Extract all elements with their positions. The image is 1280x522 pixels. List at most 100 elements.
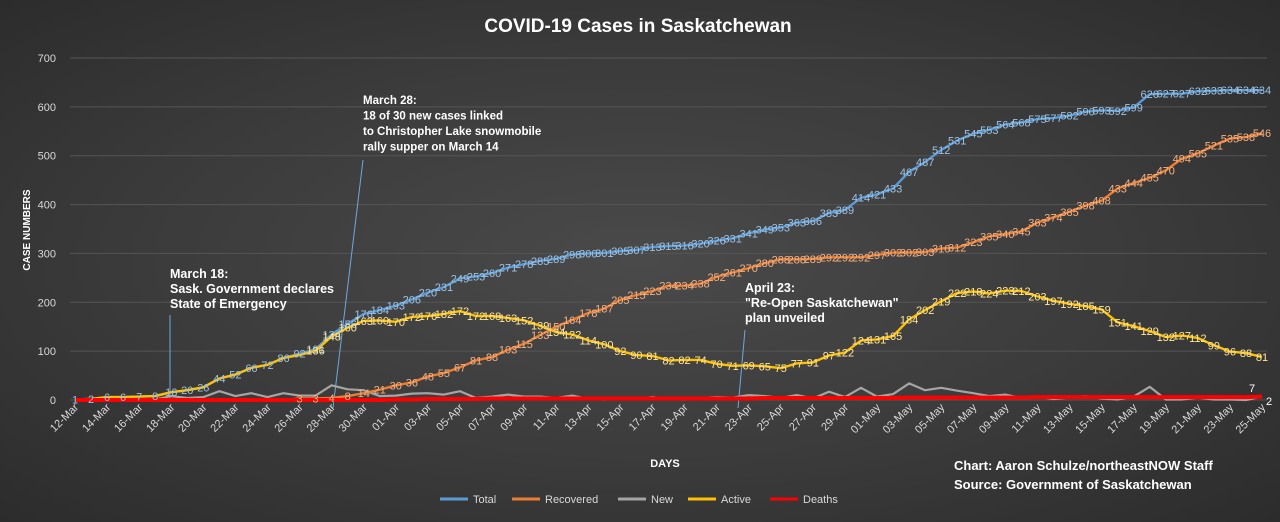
data-label-recovered: 238 <box>691 279 709 291</box>
data-label-recovered: 252 <box>707 272 725 284</box>
data-label-active: 127 <box>1173 331 1191 343</box>
data-label-active: 77 <box>791 358 803 370</box>
annotation-text: rally supper on March 14 <box>363 142 499 154</box>
data-label-total: 66 <box>245 363 257 375</box>
data-label-recovered: 133 <box>531 330 549 342</box>
data-label-recovered: 14 <box>358 388 370 400</box>
x-tick-label: 14-Mar <box>80 401 113 434</box>
data-label-total: 553 <box>980 125 998 137</box>
x-tick-label: 13-May <box>1041 401 1076 436</box>
annotation-text: March 18: <box>170 267 228 281</box>
data-label-total: 72 <box>261 360 273 372</box>
data-label-total: 512 <box>932 145 950 157</box>
data-label-total: 599 <box>1124 102 1142 114</box>
data-label-active: 185 <box>1076 301 1094 313</box>
data-label-total: 634 <box>1253 85 1271 97</box>
y-axis-title: CASE NUMBERS <box>22 189 33 270</box>
data-label-active: 91 <box>807 357 819 369</box>
data-label-recovered: 4 <box>329 393 335 405</box>
data-label-active: 88 <box>1240 348 1252 360</box>
x-tick-label: 09-May <box>977 401 1012 436</box>
data-label-active: 184 <box>900 314 918 326</box>
y-tick-label: 0 <box>50 395 56 407</box>
annotation-text: April 23: <box>745 281 795 295</box>
data-label-total: 220 <box>419 288 437 300</box>
data-label-total: 326 <box>707 236 725 248</box>
data-label-recovered: 81 <box>470 355 482 367</box>
data-label-active: 197 <box>1044 296 1062 308</box>
y-tick-label: 300 <box>38 248 56 260</box>
y-tick-label: 100 <box>38 346 56 358</box>
data-label-total: 249 <box>451 273 469 285</box>
data-label-recovered: 546 <box>1253 128 1271 140</box>
data-label-recovered: 398 <box>1076 201 1094 213</box>
data-label-active: 165 <box>884 331 902 343</box>
data-label-total: 341 <box>740 228 758 240</box>
data-label-total: 52 <box>229 370 241 382</box>
data-label-active: 182 <box>435 309 453 321</box>
data-label-recovered: 363 <box>1028 218 1046 230</box>
data-label-recovered: 223 <box>643 286 661 298</box>
data-label-total: 231 <box>435 282 453 294</box>
data-label-active: 97 <box>823 351 835 363</box>
data-label-recovered: 205 <box>611 295 629 307</box>
x-tick-label: 21-Apr <box>691 401 723 433</box>
data-label-recovered: 310 <box>932 244 950 256</box>
legend-label-new: New <box>651 494 673 506</box>
data-label-total: 16 <box>165 387 177 399</box>
data-label-active: 203 <box>1028 291 1046 303</box>
data-label-active: 163 <box>499 313 517 325</box>
annotation-text: March 28: <box>363 95 417 107</box>
annotations: March 18:Sask. Government declaresState … <box>169 95 899 409</box>
x-tick-label: 16-Mar <box>112 401 145 434</box>
data-label-total: 260 <box>483 268 501 280</box>
data-label-total: 6 <box>104 392 110 404</box>
data-label-active: 219 <box>932 296 950 308</box>
data-label-active: 132 <box>1157 332 1175 344</box>
data-label-total: 582 <box>1060 111 1078 123</box>
data-label-active: 172 <box>451 306 469 318</box>
data-label-recovered: 292 <box>852 252 870 264</box>
data-label-active: 202 <box>916 305 934 317</box>
data-label-total: 545 <box>964 129 982 141</box>
data-label-recovered: 187 <box>595 304 613 316</box>
x-tick-label: 29-Apr <box>819 401 851 433</box>
data-label-active: 224 <box>980 288 998 300</box>
x-tick-label: 19-May <box>1137 401 1172 436</box>
annotation-leader <box>332 159 364 409</box>
data-label-recovered: 164 <box>563 315 581 327</box>
data-label-active: 129 <box>1141 326 1159 338</box>
data-label-recovered: 312 <box>948 243 966 255</box>
data-label-recovered: 234 <box>659 281 677 293</box>
data-label-deaths: 2 <box>1266 396 1272 408</box>
data-label-recovered: 8 <box>345 391 351 403</box>
data-label-total: 101 <box>306 344 324 356</box>
annotation-text: 18 of 30 new cases linked <box>363 111 503 123</box>
data-label-recovered: 505 <box>1189 148 1207 160</box>
data-label-total: 320 <box>691 239 709 251</box>
data-label-recovered: 323 <box>964 237 982 249</box>
legend-label-deaths: Deaths <box>803 494 838 506</box>
data-label-total: 634 <box>1221 85 1239 97</box>
data-label-active: 69 <box>743 360 755 372</box>
data-label-recovered: 345 <box>1012 226 1030 238</box>
data-label-total: 305 <box>611 246 629 258</box>
series-lines <box>74 88 1263 402</box>
x-tick-label: 03-May <box>881 401 916 436</box>
legend: Total Recovered New Active Deaths <box>440 494 838 506</box>
data-label-total: 632 <box>1189 86 1207 98</box>
data-label-active: 124 <box>852 335 870 347</box>
data-label-active: 139 <box>531 321 549 333</box>
annotation-text: to Christopher Lake snowmobile <box>363 126 541 138</box>
x-tick-label: 07-May <box>945 401 980 436</box>
data-label-recovered: 215 <box>627 290 645 302</box>
data-label-total: 44 <box>213 374 225 386</box>
data-label-total: 363 <box>788 218 806 230</box>
data-label-active: 90 <box>630 350 642 362</box>
data-label-recovered: 302 <box>900 247 918 259</box>
data-label-total: 2 <box>88 394 94 406</box>
data-label-recovered: 303 <box>916 247 934 259</box>
data-label-total: 300 <box>579 248 597 260</box>
data-label-total: 315 <box>659 241 677 253</box>
